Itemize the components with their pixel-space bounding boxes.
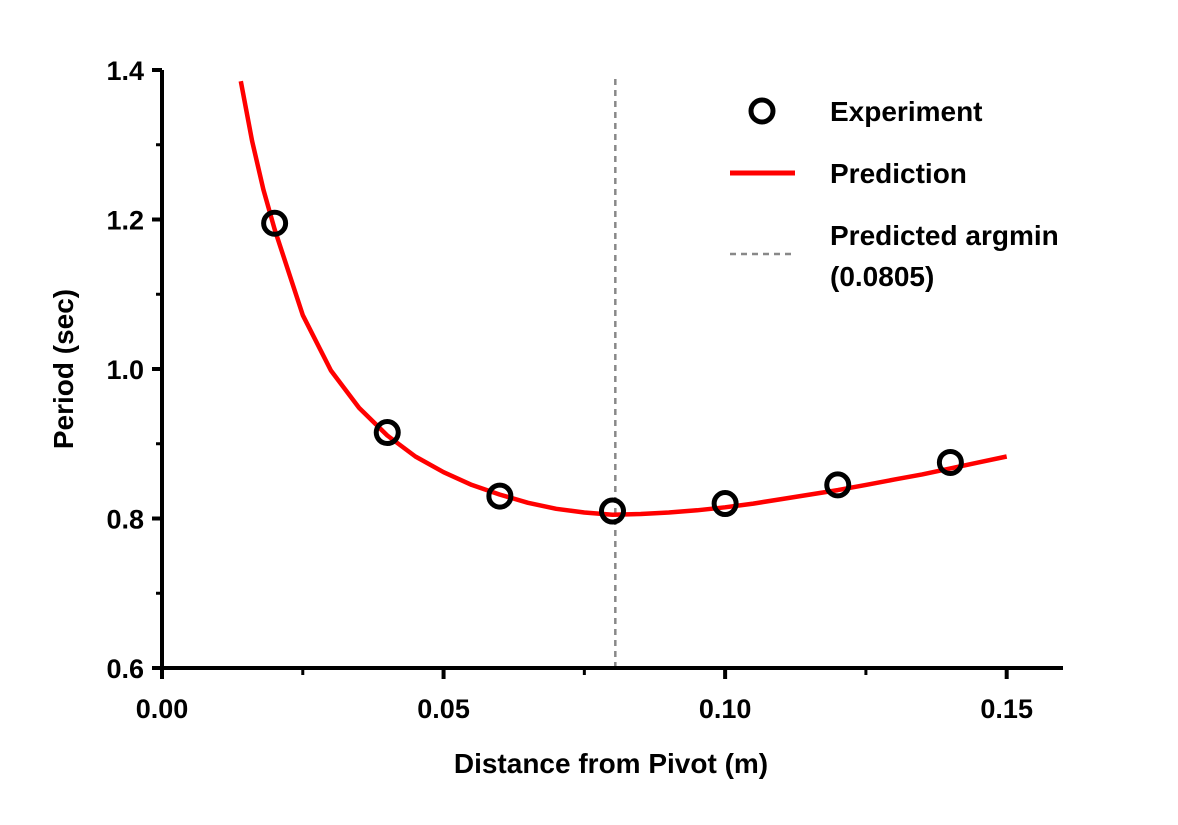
- experiment-point: [373, 419, 401, 447]
- x-tick-label: 0.10: [699, 694, 752, 724]
- legend-marker-experiment: [748, 97, 776, 125]
- x-tick-label: 0.15: [980, 694, 1033, 724]
- x-tick-label: 0.05: [417, 694, 470, 724]
- experiment-point: [261, 209, 289, 237]
- x-tick-label: 0.00: [136, 694, 189, 724]
- x-axis-title: Distance from Pivot (m): [454, 748, 768, 779]
- experiment-point: [486, 482, 514, 510]
- y-axis-title: Period (sec): [48, 289, 79, 449]
- experiment-point: [824, 471, 852, 499]
- legend-label-argmin: Predicted argmin (0.0805): [830, 220, 1059, 292]
- y-tick-label: 1.2: [106, 206, 144, 236]
- legend-label-prediction: Prediction: [830, 158, 967, 189]
- plot-area: [238, 77, 1008, 668]
- y-tick-label: 0.6: [106, 654, 144, 684]
- legend-label-experiment: Experiment: [830, 96, 983, 127]
- y-tick-label: 0.8: [106, 505, 144, 535]
- experiment-point: [936, 448, 964, 476]
- axes: 0.6 0.8 1.0 1.2 1.4 0.00 0.05 0.10 0.15: [106, 56, 1063, 724]
- y-tick-label: 1.4: [106, 56, 144, 86]
- prediction-line: [238, 80, 1008, 518]
- legend-label-argmin-line: (0.0805): [830, 261, 934, 292]
- legend-label-argmin-line: Predicted argmin: [830, 220, 1059, 251]
- experiment-point: [711, 490, 739, 518]
- legend: Experiment Prediction Predicted argmin (0.0…: [730, 96, 1059, 292]
- y-tick-label: 1.0: [106, 355, 144, 385]
- experiment-point: [599, 497, 626, 525]
